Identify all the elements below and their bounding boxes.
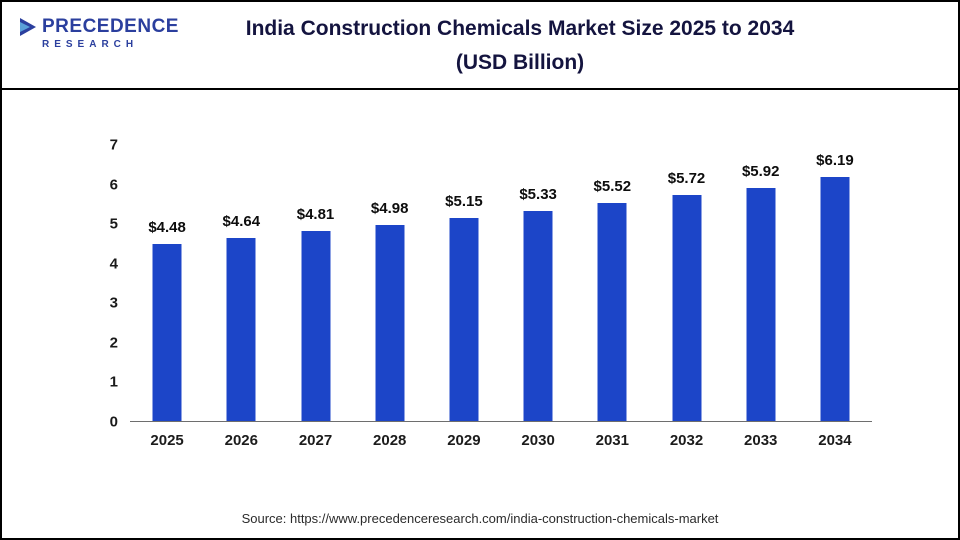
bar-2030 [523,210,553,421]
bar-2028 [375,224,405,421]
source-note: Source: https://www.precedenceresearch.c… [241,511,719,526]
bar-value-label: $5.52 [593,178,632,196]
bar-slot: $4.48 [130,145,204,421]
bar-value-label: $6.19 [816,151,854,169]
bar-value-label: $4.98 [370,199,409,217]
bar-value-label: $5.33 [519,185,557,203]
bar-slot: $4.64 [204,145,278,421]
x-tick-label: 2033 [744,432,778,449]
logo-subname: RESEARCH [42,39,139,50]
bar-2032 [672,195,702,421]
bar-2034 [820,176,850,421]
y-tick-label: 3 [109,294,118,312]
bar-value-label: $4.64 [222,213,261,231]
y-tick-label: 0 [109,413,118,431]
bar-slot: $4.98 [353,145,427,421]
bar-slot: $5.52 [575,145,649,421]
bar-slot: $5.72 [649,145,723,421]
bar-slot: $6.19 [798,145,872,421]
chart-title-line2: (USD Billion) [455,50,585,74]
x-tick-label: 2028 [373,432,407,449]
bar-slot: $5.33 [501,145,575,421]
bar-2031 [597,203,627,421]
bar-2026 [226,238,256,421]
chart-title: India Construction Chemicals Market Size… [122,12,918,79]
precedence-logo: PRECEDENCE RESEARCH [18,16,188,50]
y-axis: 0 1 2 3 4 5 6 7 [80,137,118,431]
bar-value-label: $4.48 [148,219,186,237]
logo-row: PRECEDENCE [18,16,188,38]
x-tick-label: 2034 [818,432,852,449]
bar-value-label: $4.81 [296,206,335,224]
bar-slot: $5.15 [427,145,501,421]
y-tick-label: 7 [109,136,118,154]
x-tick-label: 2029 [447,432,481,449]
bar-2029 [449,217,479,421]
y-tick-label: 6 [109,176,118,194]
chart-title-line1: India Construction Chemicals Market Size… [245,17,795,40]
x-tick-label: 2031 [595,432,629,449]
x-tick-label: 2027 [298,432,333,449]
bar-2027 [301,231,330,421]
x-tick-label: 2032 [669,432,704,449]
x-tick-label: 2030 [521,432,555,449]
y-tick-label: 4 [109,255,118,273]
y-tick-label: 5 [109,215,118,233]
x-tick-label: 2025 [150,432,184,449]
bar-value-label: $5.92 [741,162,780,180]
logo-arrow-icon [20,18,36,36]
bar-value-label: $5.15 [445,192,483,210]
bar-2033 [746,187,776,421]
x-tick-label: 2026 [224,432,258,449]
bar-slot: $5.92 [724,145,798,421]
bar-slot: $4.81 [278,145,352,421]
y-tick-label: 2 [109,334,118,352]
plot-area: $4.48 $4.64 $4.81 $4.98 $5.15 $5.33 $5.52 $5.72… [130,145,872,422]
y-tick-label: 1 [109,373,118,391]
bar-value-label: $5.72 [667,170,706,188]
bar-2025 [152,244,182,421]
header: PRECEDENCE RESEARCH India Construction C… [2,2,958,90]
x-axis: 2025 2026 2027 2028 2029 2030 2031 2032 2033 2034 [130,432,872,449]
logo-name: PRECEDENCE [42,16,179,37]
